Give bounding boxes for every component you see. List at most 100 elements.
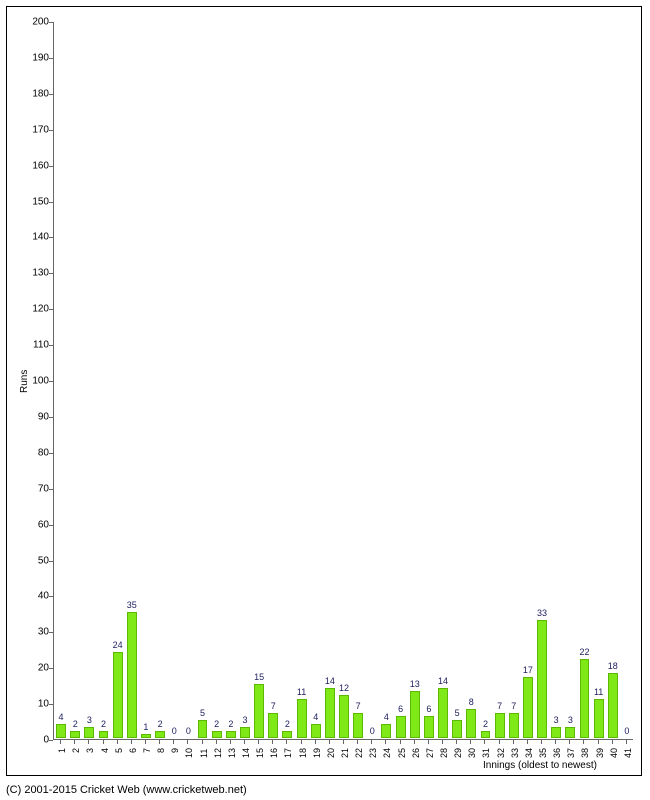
y-tick [49, 94, 53, 95]
bar-value-label: 2 [483, 719, 488, 729]
y-tick [49, 166, 53, 167]
x-tick [456, 740, 457, 744]
x-tick [216, 740, 217, 744]
x-tick-label: 4 [100, 748, 110, 753]
bar-value-label: 1 [143, 722, 148, 732]
x-tick-label: 34 [524, 748, 534, 758]
x-tick-label: 14 [241, 748, 251, 758]
bar-value-label: 11 [594, 687, 603, 697]
x-tick-label: 37 [566, 748, 576, 758]
y-tick [49, 417, 53, 418]
x-tick [357, 740, 358, 744]
y-tick-label: 170 [25, 124, 49, 135]
x-tick-label: 20 [326, 748, 336, 758]
bar [226, 731, 236, 738]
bar [99, 731, 109, 738]
bar [466, 709, 476, 738]
copyright-text: (C) 2001-2015 Cricket Web (www.cricketwe… [6, 784, 247, 796]
x-tick [272, 740, 273, 744]
x-tick-label: 23 [368, 748, 378, 758]
y-tick [49, 668, 53, 669]
bar [84, 727, 94, 738]
y-tick-label: 130 [25, 268, 49, 279]
x-tick-label: 11 [199, 749, 209, 758]
bar [141, 734, 151, 738]
y-tick-label: 160 [25, 160, 49, 171]
x-tick [484, 740, 485, 744]
x-tick-label: 32 [496, 748, 506, 758]
bar-value-label: 7 [511, 701, 516, 711]
x-tick-label: 10 [184, 748, 194, 758]
bar-value-label: 6 [426, 704, 431, 714]
x-tick-label: 19 [312, 748, 322, 758]
x-tick [626, 740, 627, 744]
y-tick-label: 50 [25, 555, 49, 566]
x-tick [329, 740, 330, 744]
bar-value-label: 3 [87, 715, 92, 725]
x-tick [612, 740, 613, 744]
x-tick-label: 1 [57, 748, 67, 753]
x-tick-label: 29 [453, 748, 463, 758]
y-tick [49, 237, 53, 238]
y-tick [49, 561, 53, 562]
x-tick [258, 740, 259, 744]
y-tick [49, 130, 53, 131]
bar [452, 720, 462, 738]
y-tick-label: 80 [25, 447, 49, 458]
x-tick-label: 36 [552, 748, 562, 758]
bar-value-label: 2 [73, 719, 78, 729]
x-tick [103, 740, 104, 744]
y-tick-label: 110 [25, 340, 49, 351]
bar-value-label: 11 [297, 687, 306, 697]
x-tick-label: 12 [213, 748, 223, 758]
x-tick-label: 7 [142, 748, 152, 753]
y-tick [49, 381, 53, 382]
bar [325, 688, 335, 738]
x-tick-label: 3 [85, 748, 95, 753]
bar [155, 731, 165, 738]
bar [608, 673, 618, 738]
x-tick-label: 38 [580, 748, 590, 758]
bar-value-label: 12 [339, 683, 349, 693]
y-tick [49, 489, 53, 490]
x-tick-label: 9 [170, 748, 180, 753]
bar-value-label: 0 [186, 726, 191, 736]
x-tick [60, 740, 61, 744]
bar [424, 716, 434, 738]
bar-value-label: 13 [410, 679, 420, 689]
y-tick [49, 632, 53, 633]
bar-value-label: 35 [127, 600, 137, 610]
bar [495, 713, 505, 738]
bar-value-label: 4 [59, 712, 64, 722]
x-axis-title: Innings (oldest to newest) [483, 760, 597, 771]
y-tick-label: 20 [25, 663, 49, 674]
y-tick-label: 190 [25, 52, 49, 63]
x-tick-label: 6 [128, 748, 138, 753]
bar [198, 720, 208, 738]
y-tick-label: 30 [25, 627, 49, 638]
x-tick [385, 740, 386, 744]
bar-value-label: 2 [285, 719, 290, 729]
y-tick-label: 70 [25, 483, 49, 494]
x-tick-label: 16 [269, 748, 279, 758]
x-tick [145, 740, 146, 744]
x-tick-label: 30 [467, 748, 477, 758]
bar [396, 716, 406, 738]
x-tick-label: 15 [255, 748, 265, 758]
x-tick [541, 740, 542, 744]
x-tick [173, 740, 174, 744]
y-tick [49, 58, 53, 59]
x-tick-label: 40 [609, 748, 619, 758]
bar-value-label: 2 [101, 719, 106, 729]
x-tick-label: 2 [71, 748, 81, 753]
x-tick [513, 740, 514, 744]
x-tick-label: 27 [425, 748, 435, 758]
x-tick [88, 740, 89, 744]
x-tick [442, 740, 443, 744]
x-tick-label: 31 [481, 748, 491, 758]
bar [240, 727, 250, 738]
bar [481, 731, 491, 738]
x-tick [187, 740, 188, 744]
bar [565, 727, 575, 738]
bar [551, 727, 561, 738]
